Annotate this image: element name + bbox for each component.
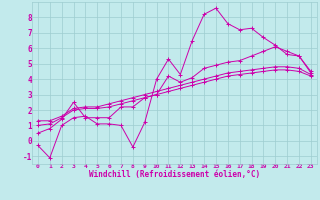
X-axis label: Windchill (Refroidissement éolien,°C): Windchill (Refroidissement éolien,°C)	[89, 170, 260, 179]
